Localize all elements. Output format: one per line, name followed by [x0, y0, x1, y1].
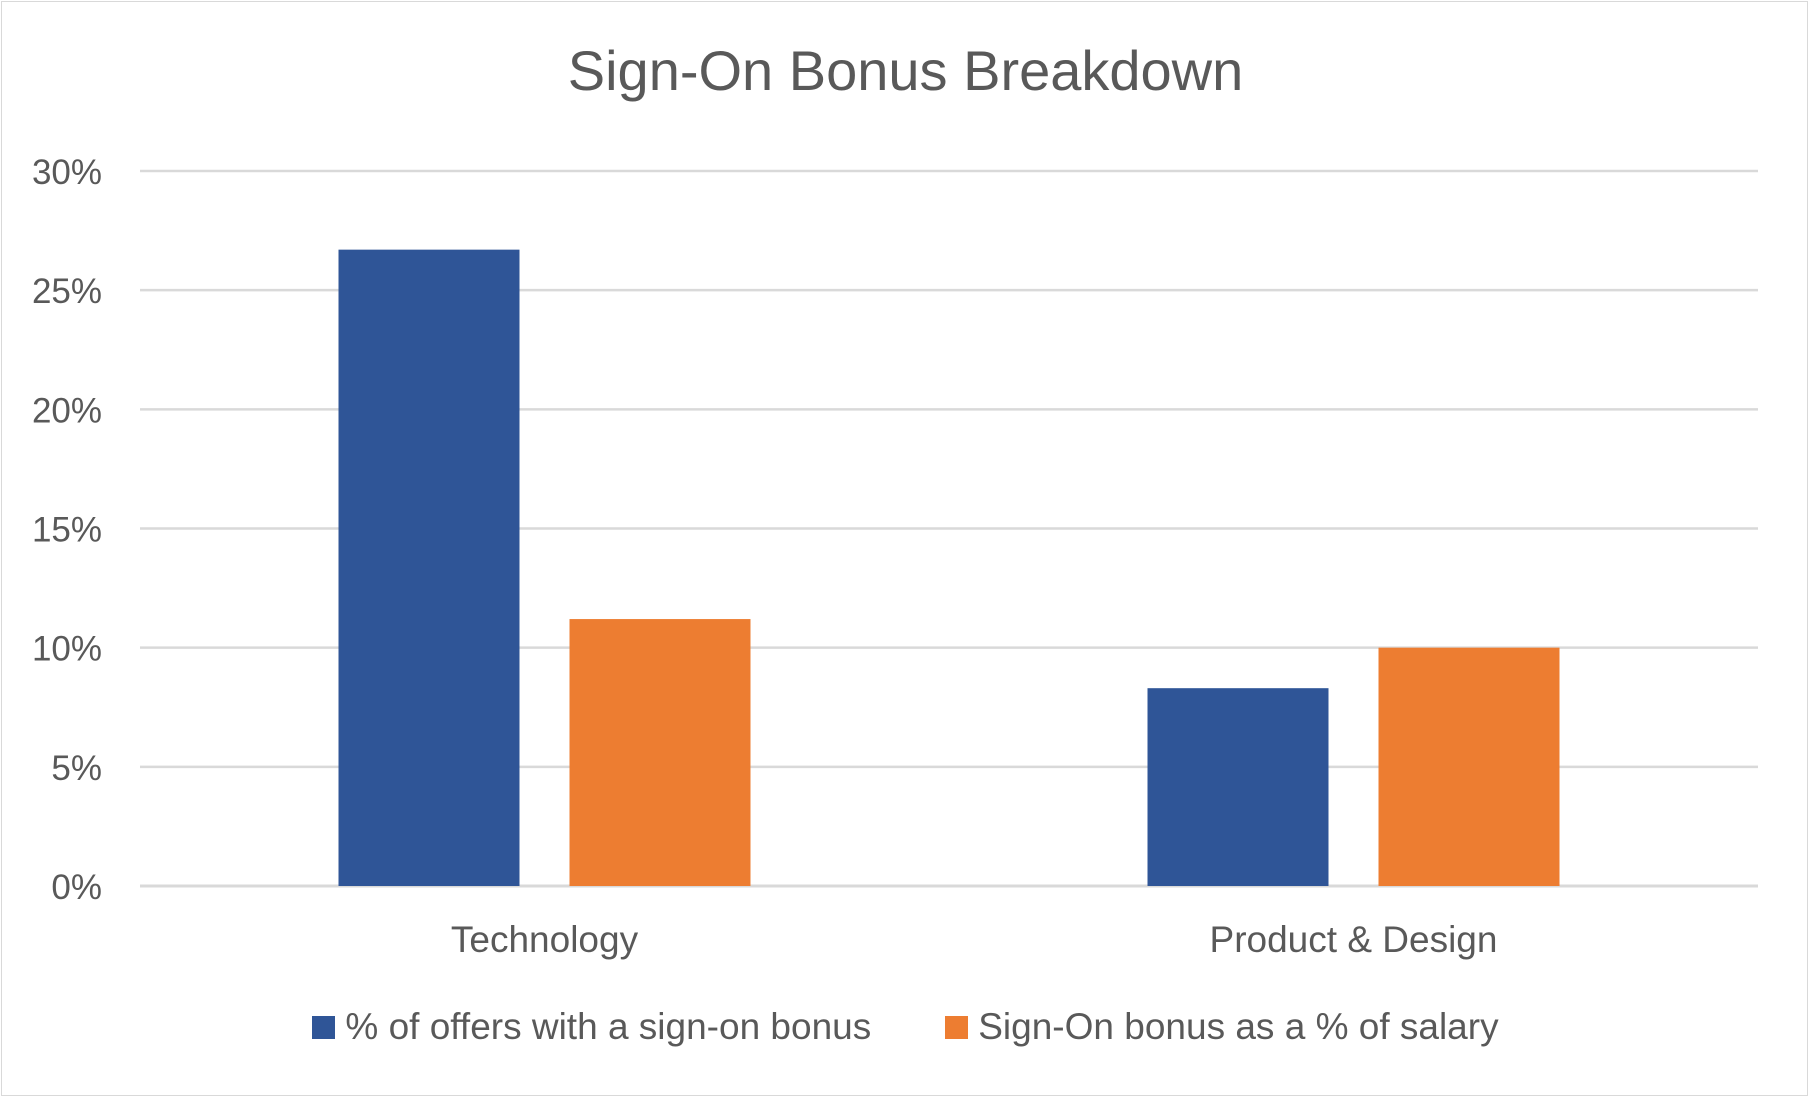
- y-tick-label: 0%: [51, 868, 102, 907]
- x-tick-label: Product & Design: [1210, 919, 1498, 960]
- y-tick-label: 10%: [32, 630, 102, 669]
- bar: [569, 619, 751, 886]
- legend-swatch-bonus-percent-salary: [945, 1015, 969, 1039]
- bar: [338, 249, 520, 886]
- y-tick-label: 30%: [32, 153, 102, 192]
- chart-legend: % of offers with a sign-on bonus Sign-On…: [0, 1006, 1811, 1048]
- legend-item-bonus-percent-salary: Sign-On bonus as a % of salary: [945, 1006, 1499, 1048]
- legend-item-offers-with-bonus: % of offers with a sign-on bonus: [312, 1006, 871, 1048]
- legend-swatch-offers-with-bonus: [312, 1015, 336, 1039]
- y-tick-label: 20%: [32, 391, 102, 430]
- chart-title: Sign-On Bonus Breakdown: [567, 39, 1244, 102]
- x-tick-label: Technology: [451, 919, 639, 960]
- y-tick-label: 5%: [51, 749, 102, 788]
- bar: [1147, 688, 1329, 886]
- legend-label-offers-with-bonus: % of offers with a sign-on bonus: [345, 1006, 872, 1047]
- bar: [1378, 647, 1560, 886]
- y-tick-label: 25%: [32, 272, 102, 311]
- legend-label-bonus-percent-salary: Sign-On bonus as a % of salary: [978, 1006, 1499, 1047]
- y-tick-label: 15%: [32, 511, 102, 550]
